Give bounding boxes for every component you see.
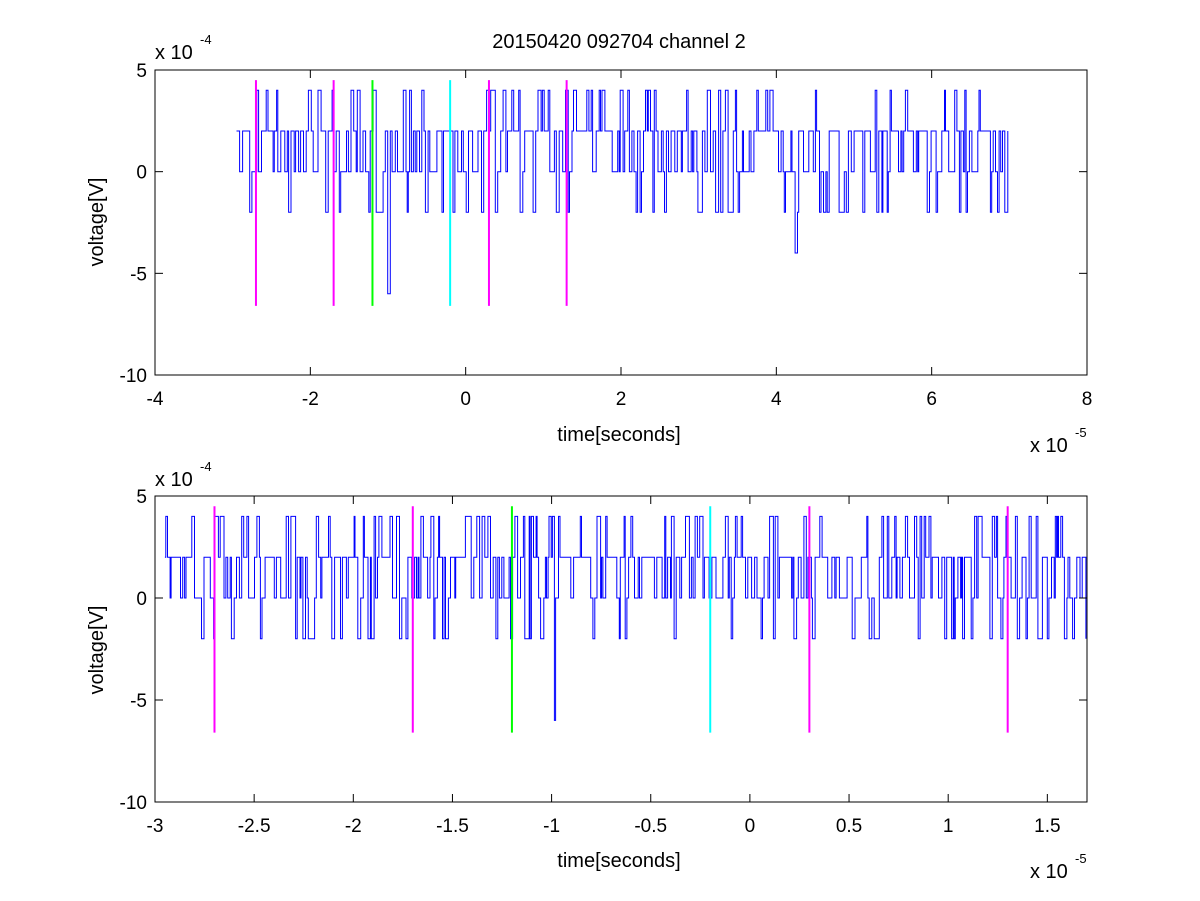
top-y-ticks: 5 0 -5 -10 bbox=[120, 61, 1087, 387]
bottom-y-exponent-power: -4 bbox=[200, 459, 212, 474]
top-x-exponent-power: -5 bbox=[1075, 425, 1087, 440]
top-x-exponent-base: x 10 bbox=[1030, 435, 1068, 457]
x-tick-label: 1 bbox=[943, 816, 954, 837]
x-tick-label: 0.5 bbox=[836, 816, 862, 837]
x-tick-label: -1.5 bbox=[436, 816, 469, 837]
bottom-x-axis-label: time[seconds] bbox=[557, 850, 680, 872]
top-y-exponent-power: -4 bbox=[200, 32, 212, 47]
bottom-x-exponent-base: x 10 bbox=[1030, 861, 1068, 883]
bottom-x-exponent-power: -5 bbox=[1075, 851, 1087, 866]
bottom-x-ticks: -3 -2.5 -2 -1.5 -1 -0.5 0 0.5 1 1.5 bbox=[147, 496, 1061, 837]
top-y-exponent-base: x 10 bbox=[155, 42, 193, 64]
voltage-trace bbox=[164, 515, 1087, 721]
top-x-axis-label: time[seconds] bbox=[557, 424, 680, 446]
x-tick-label: -0.5 bbox=[634, 816, 667, 837]
x-tick-label: 8 bbox=[1082, 389, 1093, 410]
x-tick-label: -2 bbox=[345, 816, 362, 837]
y-tick-label: 0 bbox=[136, 163, 147, 184]
top-y-axis-label: voltage[V] bbox=[86, 178, 108, 267]
x-tick-label: -4 bbox=[147, 389, 164, 410]
bottom-plot-area bbox=[154, 495, 1088, 803]
x-tick-label: -1 bbox=[543, 816, 560, 837]
x-tick-label: -2.5 bbox=[238, 816, 271, 837]
x-tick-label: 0 bbox=[460, 389, 471, 410]
bottom-subplot: -3 -2.5 -2 -1.5 -1 -0.5 0 0.5 1 1.5 5 0 -5 -10 time[… bbox=[86, 459, 1088, 883]
bottom-event-markers bbox=[213, 506, 1009, 733]
top-x-ticks: -4 -2 0 2 4 6 8 bbox=[147, 70, 1093, 410]
bottom-y-axis-label: voltage[V] bbox=[86, 606, 108, 695]
top-subplot: -4 -2 0 2 4 6 8 5 0 -5 -10 time[seconds] voltage[… bbox=[86, 32, 1092, 457]
y-tick-label: -5 bbox=[130, 691, 147, 712]
figure-title: 20150420 092704 channel 2 bbox=[492, 31, 746, 53]
y-tick-label: 5 bbox=[136, 61, 147, 82]
x-tick-label: -2 bbox=[302, 389, 319, 410]
x-tick-label: 6 bbox=[926, 389, 937, 410]
bottom-y-ticks: 5 0 -5 -10 bbox=[120, 487, 1087, 814]
y-tick-label: -5 bbox=[130, 264, 147, 285]
x-tick-label: 0 bbox=[745, 816, 756, 837]
y-tick-label: 5 bbox=[136, 487, 147, 508]
y-tick-label: 0 bbox=[136, 589, 147, 610]
x-tick-label: 1.5 bbox=[1034, 816, 1060, 837]
x-tick-label: -3 bbox=[147, 816, 164, 837]
bottom-y-exponent-base: x 10 bbox=[155, 469, 193, 491]
top-plot-area bbox=[154, 69, 1088, 376]
bottom-signal-trace bbox=[164, 515, 1087, 721]
voltage-trace bbox=[236, 89, 1009, 295]
x-tick-label: 2 bbox=[616, 389, 627, 410]
top-signal-trace bbox=[236, 89, 1009, 295]
y-tick-label: -10 bbox=[120, 366, 147, 387]
x-tick-label: 4 bbox=[771, 389, 782, 410]
top-event-markers bbox=[254, 80, 568, 306]
y-tick-label: -10 bbox=[120, 793, 147, 814]
